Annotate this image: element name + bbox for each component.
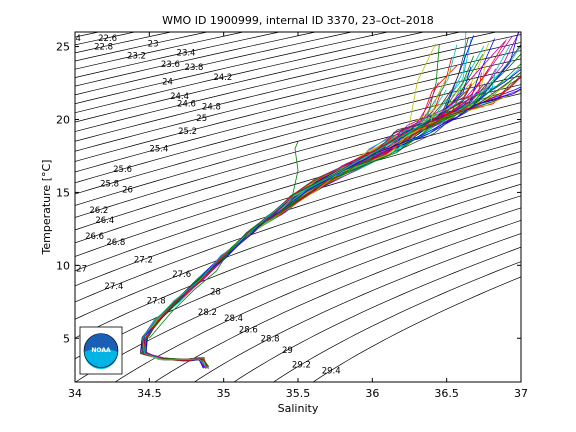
contour-label: 23.4: [177, 48, 196, 58]
contour-label: 25.4: [149, 145, 168, 155]
profile-line: [142, 39, 507, 368]
contour-label: 22.8: [94, 43, 113, 53]
contour-label: 27: [76, 264, 87, 274]
y-tick-label: 10: [56, 259, 70, 272]
density-contour: [233, 246, 521, 382]
density-contour: [75, 121, 521, 257]
profile-line: [145, 66, 472, 367]
contour-label: 26: [122, 186, 133, 196]
contour-label: 23.2: [127, 51, 146, 61]
contour-label: 25.2: [178, 127, 197, 137]
density-contour: [75, 111, 521, 244]
y-tick-label: 25: [56, 41, 70, 54]
density-contour: [75, 34, 521, 142]
x-tick-label: 36: [365, 387, 379, 400]
density-contour: [312, 276, 521, 382]
contour-label: 22.4: [62, 34, 81, 44]
contour-label: 24: [162, 78, 173, 88]
density-contour: [75, 32, 318, 87]
profile-line: [142, 64, 458, 367]
contour-label: 22.6: [98, 34, 117, 44]
profile-line-anomalous: [148, 141, 299, 339]
contour-label: 26.6: [85, 232, 104, 242]
axis-ticks: 34 34.5 35 35.5 36 36.5 37 5 10 15 20 25: [56, 32, 528, 400]
contour-label: 28: [210, 288, 221, 298]
y-tick-label: 15: [56, 186, 70, 199]
profile-line: [141, 96, 489, 369]
density-contour: [114, 207, 521, 382]
contour-label: 25.6: [113, 165, 132, 175]
profile-line: [141, 63, 521, 368]
profile-line: [143, 80, 513, 368]
profile-line: [145, 36, 469, 367]
x-tick-label: 35: [217, 387, 231, 400]
contour-label: 28.4: [224, 314, 243, 324]
contour-label: 25: [196, 114, 207, 124]
x-tick-label: 37: [514, 387, 528, 400]
y-tick-label: 20: [56, 114, 70, 127]
contour-label: 26.8: [106, 238, 125, 248]
density-contour: [75, 102, 521, 231]
contour-label: 26.4: [95, 216, 114, 226]
contour-label: 29.4: [322, 366, 341, 376]
contour-label: 23: [148, 40, 159, 50]
contour-label: 26.2: [89, 206, 108, 216]
density-contour: [193, 233, 521, 382]
x-tick-label: 35.5: [286, 387, 311, 400]
contour-label: 24.4: [170, 92, 189, 102]
density-contour: [75, 161, 521, 320]
density-contour: [75, 172, 521, 339]
contour-label: 27.4: [104, 282, 123, 292]
contour-label: 29: [282, 346, 293, 356]
logo-text: NOAA: [91, 347, 111, 354]
contour-label: 25.8: [100, 180, 119, 190]
density-contour: [75, 50, 521, 162]
density-contour: [75, 32, 462, 123]
density-contour: [154, 220, 521, 382]
contour-label: 24.6: [177, 100, 196, 110]
density-contour: [75, 32, 354, 96]
contour-label: 29.2: [292, 361, 311, 371]
density-contour: [75, 32, 426, 114]
contour-label: 28.6: [239, 326, 258, 336]
contour-label: 28.2: [198, 308, 217, 318]
contour-label: 24.8: [202, 102, 221, 112]
contour-label: 27.2: [134, 256, 153, 266]
profile-line: [139, 76, 521, 369]
density-contour: [272, 261, 521, 382]
density-contour: [75, 130, 521, 272]
density-contour: [75, 32, 498, 132]
density-contour: [75, 32, 390, 105]
contour-label: 27.8: [147, 296, 166, 306]
y-tick-label: 5: [63, 332, 70, 345]
x-axis-title: Salinity: [278, 402, 319, 415]
profile-lines: [139, 32, 521, 369]
contour-label: 27.6: [172, 270, 191, 280]
profile-line: [143, 42, 490, 368]
density-contour: [75, 93, 521, 218]
profile-line: [142, 69, 452, 368]
density-contours: [75, 32, 521, 382]
contour-label: 24.2: [213, 73, 232, 83]
y-axis-title: Temperature [°C]: [40, 160, 53, 256]
profile-line: [144, 38, 496, 369]
contour-label: 23.8: [185, 63, 204, 73]
chart-title: WMO ID 1900999, internal ID 3370, 23–Oct…: [162, 14, 434, 27]
profile-line: [142, 38, 472, 367]
x-tick-label: 34.5: [137, 387, 162, 400]
density-contour: [75, 42, 521, 152]
profile-line: [142, 41, 506, 368]
noaa-logo: NOAA: [79, 326, 123, 375]
contour-label: 23.6: [161, 60, 180, 70]
x-tick-label: 36.5: [434, 387, 459, 400]
x-tick-label: 34: [68, 387, 82, 400]
contour-label: 28.8: [261, 334, 280, 344]
density-contour: [75, 32, 281, 78]
density-contour: [75, 151, 521, 303]
